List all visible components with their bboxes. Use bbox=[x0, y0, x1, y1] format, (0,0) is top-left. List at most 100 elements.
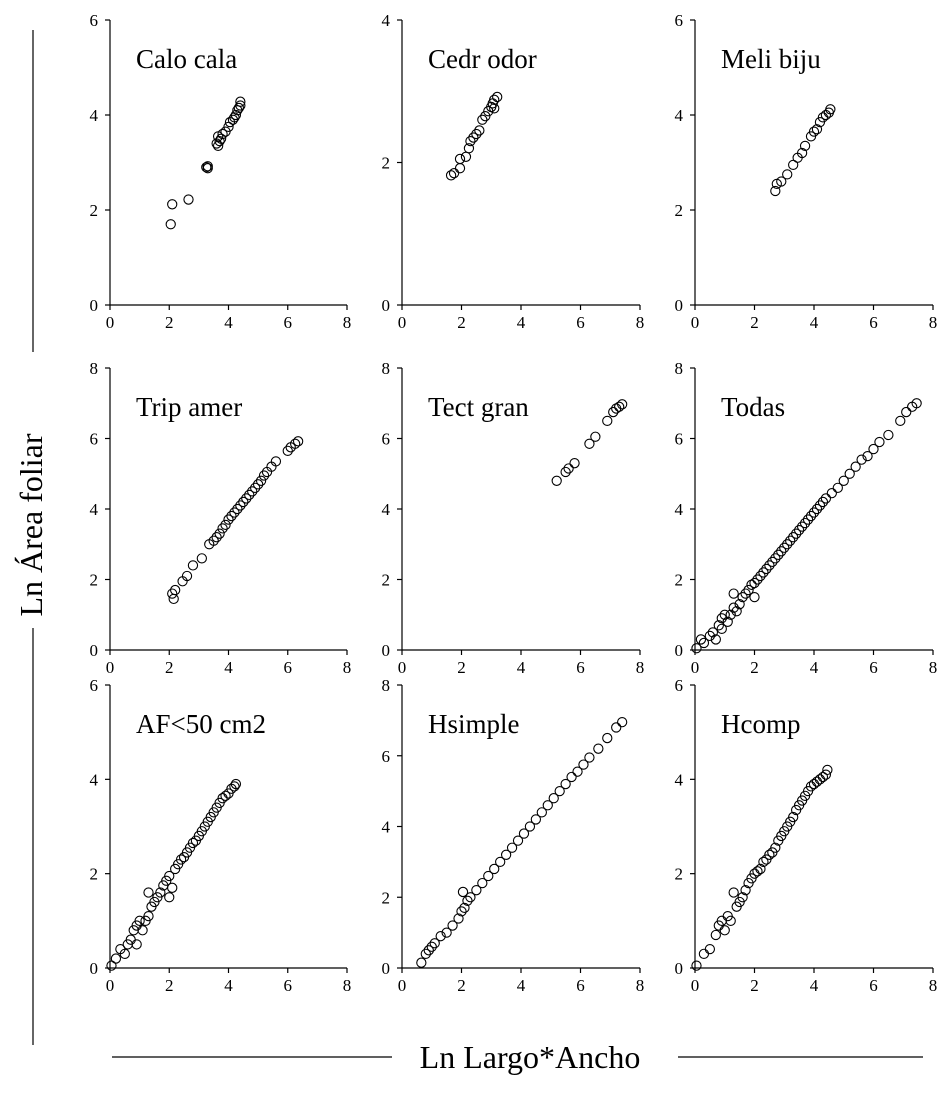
y-axis-title: Ln Área foliar bbox=[13, 433, 49, 616]
panel-todas-point bbox=[911, 398, 922, 409]
panel-calo-cala-point bbox=[230, 109, 242, 121]
panel-hcomp-point bbox=[788, 811, 799, 823]
panel-hsimple-point bbox=[560, 778, 571, 790]
panel-hcomp-point bbox=[710, 929, 721, 941]
panel-tect-gran-y-tick-label: 0 bbox=[382, 641, 391, 660]
panel-todas-point bbox=[796, 521, 808, 532]
panel-todas-point bbox=[785, 535, 796, 546]
panel-trip-amer-point bbox=[167, 588, 178, 599]
panel-hsimple-point bbox=[441, 927, 452, 938]
panel-trip-amer-point bbox=[238, 496, 249, 508]
panel-hsimple-x-tick-label: 2 bbox=[457, 976, 466, 995]
panel-todas-point bbox=[725, 609, 736, 620]
panel-cedr-odor-y-tick-label: 4 bbox=[382, 11, 391, 30]
panel-tect-gran-point bbox=[590, 431, 601, 442]
panel-tect-gran-point bbox=[563, 463, 574, 474]
panel-trip-amer-point bbox=[168, 593, 179, 605]
panel-tect-gran-y-tick-label: 8 bbox=[382, 359, 391, 378]
panel-todas-point bbox=[838, 475, 849, 486]
panel-hsimple-point bbox=[459, 902, 470, 914]
panel-todas-point bbox=[817, 496, 829, 508]
panel-todas-x-tick-label: 2 bbox=[750, 658, 759, 677]
panel-hsimple-point bbox=[471, 885, 482, 896]
panel-hcomp-point bbox=[764, 849, 775, 860]
panel-af-50-cm2-x-tick-label: 4 bbox=[224, 976, 233, 995]
panel-hsimple-point bbox=[593, 743, 604, 754]
panel-trip-amer-point bbox=[208, 535, 219, 546]
panel-todas-point bbox=[758, 567, 769, 578]
panel-todas-point bbox=[779, 542, 790, 553]
panel-trip-amer-point bbox=[247, 486, 258, 497]
panel-trip-amer-point bbox=[232, 503, 243, 515]
panel-todas-point bbox=[895, 415, 906, 427]
panel-af-50-cm2-point bbox=[175, 854, 187, 865]
panel-calo-cala-point bbox=[167, 199, 178, 210]
panel-todas-point bbox=[808, 507, 820, 518]
panel-calo-cala-y-tick-label: 2 bbox=[90, 201, 99, 220]
panel-trip-amer-point bbox=[217, 523, 228, 534]
panel-tect-gran-point bbox=[608, 406, 619, 418]
panel-todas-point bbox=[743, 584, 754, 596]
panel-meli-biju-y-tick-label: 2 bbox=[675, 201, 684, 220]
panel-tect-gran-point bbox=[617, 399, 628, 410]
panel-meli-biju-x-tick-label: 8 bbox=[929, 313, 938, 332]
panel-todas-point bbox=[728, 588, 739, 599]
panel-hcomp-x-tick-label: 2 bbox=[750, 976, 759, 995]
panel-todas-point bbox=[731, 606, 742, 617]
panel-meli-biju-point bbox=[825, 104, 836, 115]
panel-todas-point bbox=[850, 461, 861, 472]
panel-hcomp-x-tick-label: 0 bbox=[691, 976, 700, 995]
panel-trip-amer-point bbox=[223, 514, 234, 525]
panel-hcomp-point bbox=[814, 774, 826, 785]
panel-todas-point bbox=[704, 630, 716, 642]
panel-todas-x-tick-label: 0 bbox=[691, 658, 700, 677]
panel-meli-biju-point bbox=[782, 169, 793, 180]
panel-af-50-cm2-point bbox=[134, 915, 145, 926]
panel-hsimple-point bbox=[423, 945, 434, 956]
panel-tect-gran-y-tick-label: 2 bbox=[382, 571, 391, 590]
panel-hsimple-point bbox=[477, 877, 488, 889]
panel-af-50-cm2-y-tick-label: 4 bbox=[90, 770, 99, 789]
panel-af-50-cm2-point bbox=[155, 887, 166, 898]
panel-hsimple-point bbox=[512, 835, 524, 846]
panel-hsimple-point bbox=[554, 785, 565, 797]
panel-calo-cala-point bbox=[229, 112, 240, 123]
panel-hsimple-point bbox=[429, 938, 440, 949]
panel-hsimple-point bbox=[584, 752, 595, 763]
panel-cedr-odor-x-tick-label: 6 bbox=[576, 313, 585, 332]
panel-trip-amer-x-tick-label: 6 bbox=[284, 658, 293, 677]
panel-hcomp-point bbox=[737, 892, 748, 903]
panel-hsimple-point bbox=[548, 793, 559, 804]
panel-hcomp-point bbox=[808, 778, 820, 790]
panel-tect-gran-y-tick-label: 4 bbox=[382, 500, 391, 519]
panel-todas-point bbox=[695, 634, 707, 645]
panel-trip-amer-point bbox=[220, 519, 231, 531]
panel-trip-amer-point bbox=[282, 445, 293, 456]
panel-hsimple-point bbox=[602, 732, 613, 744]
panel-todas-point bbox=[793, 525, 805, 536]
panel-hcomp-point bbox=[740, 885, 751, 896]
panel-cedr-odor-point bbox=[468, 132, 479, 143]
panel-calo-cala-point bbox=[235, 100, 246, 111]
panel-hsimple-point bbox=[611, 722, 622, 733]
panel-af-50-cm2-point bbox=[229, 781, 240, 792]
panel-hsimple-point bbox=[456, 906, 467, 917]
panel-cedr-odor-point bbox=[477, 114, 488, 125]
panel-todas-point bbox=[740, 588, 751, 599]
panel-hcomp-y-tick-label: 4 bbox=[675, 770, 684, 789]
panel-trip-amer-y-tick-label: 6 bbox=[90, 430, 99, 449]
panel-hsimple-point bbox=[447, 920, 458, 931]
panel-hsimple-y-tick-label: 6 bbox=[382, 747, 391, 766]
panel-todas-point bbox=[728, 602, 739, 613]
panel-todas-point bbox=[719, 609, 730, 620]
panel-trip-amer-x-tick-label: 4 bbox=[224, 658, 233, 677]
panel-cedr-odor-point bbox=[489, 94, 500, 105]
panel-af-50-cm2-x-tick-label: 0 bbox=[106, 976, 115, 995]
panel-hcomp-x-tick-label: 8 bbox=[929, 976, 938, 995]
panel-tect-gran-x-tick-label: 4 bbox=[517, 658, 526, 677]
panel-trip-amer-y-tick-label: 0 bbox=[90, 641, 99, 660]
panel-todas-y-tick-label: 8 bbox=[675, 359, 684, 378]
panel-hsimple-y-tick-label: 2 bbox=[382, 888, 391, 907]
panel-af-50-cm2-y-tick-label: 0 bbox=[90, 959, 99, 978]
panel-todas-point bbox=[844, 468, 855, 479]
